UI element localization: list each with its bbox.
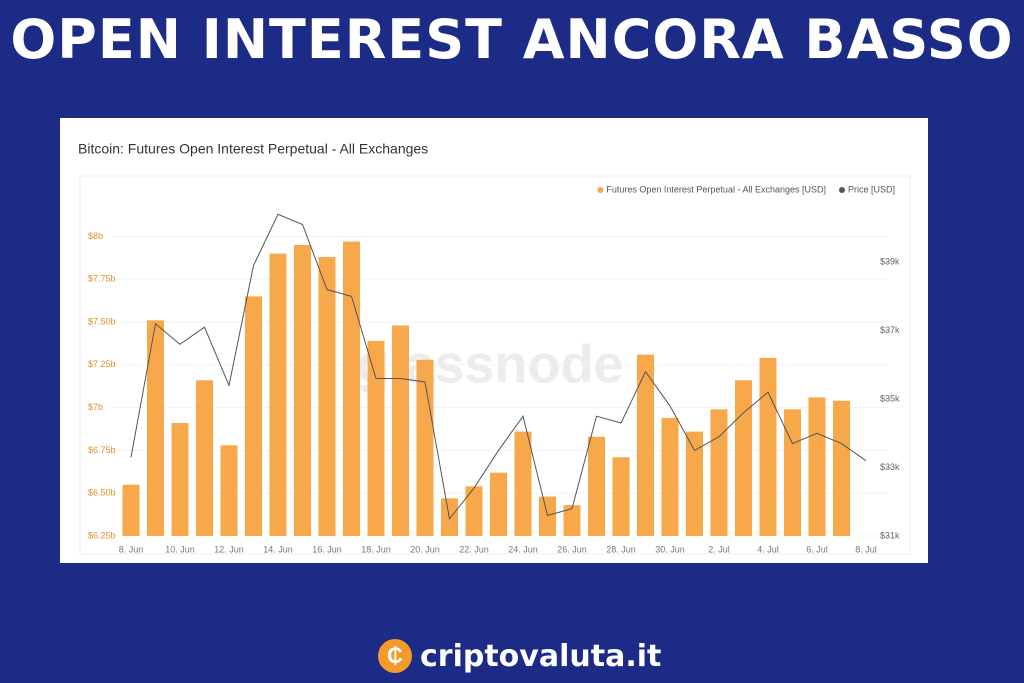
bar (318, 257, 336, 536)
bar (759, 358, 777, 536)
x-tick-label: 30. Jun (655, 544, 685, 554)
bar (833, 400, 850, 536)
y2-tick-label: $33k (880, 462, 900, 472)
bar (122, 484, 140, 536)
bar (686, 431, 703, 536)
bar (808, 397, 826, 536)
price-line (130, 213, 867, 521)
x-tick-label: 2. Jul (708, 544, 730, 554)
legend-swatch (597, 187, 604, 193)
bar (367, 340, 385, 536)
y-tick-label: $6.25b (88, 530, 116, 540)
bar (171, 423, 189, 536)
bar (661, 417, 679, 536)
x-tick-label: 4. Jul (757, 544, 779, 554)
y-tick-label: $7.50b (88, 316, 116, 326)
y2-tick-label: $37k (880, 325, 900, 335)
bar (416, 359, 434, 536)
bar (392, 325, 409, 536)
y-tick-label: $6.75b (88, 445, 116, 455)
page-title: OPEN INTEREST ANCORA BASSO (10, 8, 1014, 71)
x-tick-label: 18. Jun (361, 544, 391, 554)
x-tick-label: 8. Jul (855, 544, 877, 554)
x-tick-label: 6. Jul (806, 544, 828, 554)
brand-name: criptovaluta.it (420, 638, 662, 674)
bar (563, 505, 581, 536)
bar (245, 296, 262, 536)
bar (637, 354, 654, 536)
bar (196, 380, 213, 536)
bar (490, 472, 507, 536)
bar (784, 409, 801, 536)
y2-tick-label: $31k (880, 530, 900, 540)
x-tick-label: 12. Jun (214, 544, 244, 554)
y-tick-label: $6.50b (88, 488, 116, 498)
bar (514, 431, 532, 536)
legend-label: Futures Open Interest Perpetual - All Ex… (606, 184, 826, 194)
y2-tick-label: $39k (880, 257, 900, 267)
legend-swatch (838, 187, 845, 193)
plot-frame (79, 175, 911, 555)
x-tick-label: 10. Jun (165, 544, 195, 554)
y-tick-label: $8b (88, 231, 103, 241)
bar (147, 320, 164, 536)
x-tick-label: 20. Jun (410, 544, 440, 554)
x-tick-label: 14. Jun (263, 544, 293, 554)
bar (612, 457, 630, 536)
bar (294, 245, 311, 537)
y-tick-label: $7.75b (88, 274, 116, 284)
x-tick-label: 24. Jun (508, 544, 538, 554)
x-tick-label: 26. Jun (557, 544, 587, 554)
x-tick-label: 28. Jun (606, 544, 636, 554)
chart-title: Bitcoin: Futures Open Interest Perpetual… (78, 141, 428, 157)
bar (269, 253, 287, 536)
bar (588, 436, 605, 536)
brand: ₵ criptovaluta.it (378, 636, 661, 676)
y-tick-label: $7.25b (88, 359, 116, 369)
bar (539, 496, 556, 536)
y2-tick-label: $35k (880, 393, 900, 403)
bar (220, 445, 238, 536)
bar (465, 486, 483, 536)
brand-icon: ₵ (378, 639, 412, 673)
x-tick-label: 22. Jun (459, 544, 489, 554)
x-tick-label: 8. Jun (119, 544, 144, 554)
y-tick-label: $7b (88, 402, 103, 412)
bar (710, 409, 728, 536)
bar (735, 380, 752, 536)
x-tick-label: 16. Jun (312, 544, 342, 554)
bar (343, 241, 360, 536)
legend-label: Price [USD] (848, 184, 895, 194)
